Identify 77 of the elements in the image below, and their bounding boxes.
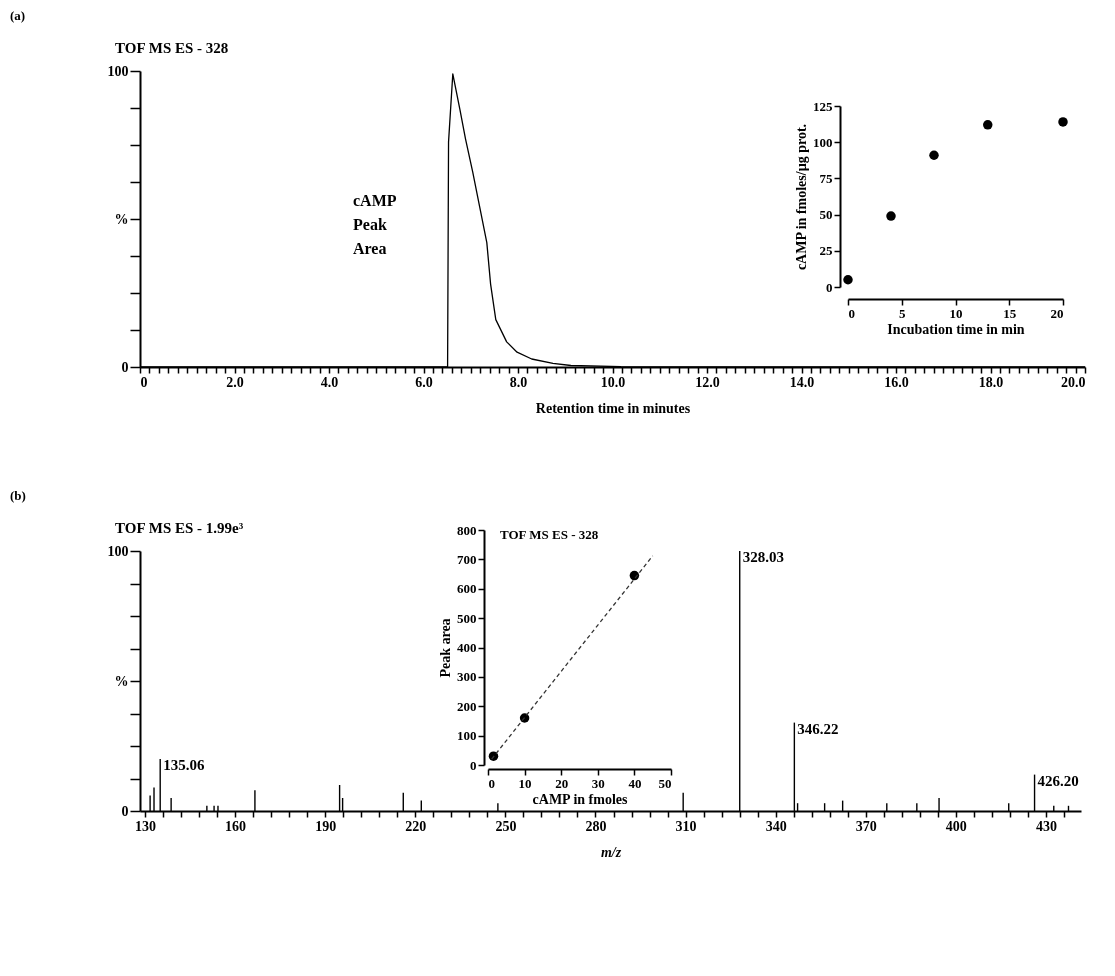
point (843, 275, 853, 285)
y-tick-label: 125 (813, 98, 833, 114)
x-tick-label: 0 (848, 305, 855, 321)
x-tick-label: 190 (315, 818, 337, 834)
x-tick-label: 18.0 (978, 374, 1004, 390)
x-axis-title: m/z (600, 844, 622, 860)
y-tick-label: 0 (826, 279, 833, 295)
y-tick-label: 700 (457, 551, 477, 567)
x-tick-label: 280 (585, 818, 607, 834)
point (929, 150, 939, 160)
x-tick-label: 14.0 (789, 374, 815, 390)
x-tick-label: 30 (591, 775, 605, 791)
x-tick-label: 340 (765, 818, 787, 834)
x-tick-label: 400 (945, 818, 967, 834)
x-tick-label: 10.0 (600, 374, 626, 390)
x-tick-label: 250 (495, 818, 517, 834)
x-tick-label: 310 (675, 818, 697, 834)
y-tick-label: 600 (457, 581, 477, 597)
text: (b) (10, 488, 26, 503)
annotation: 328.03 (742, 549, 784, 565)
annotation: 426.20 (1037, 772, 1079, 789)
x-tick-label: 8.0 (509, 374, 528, 390)
chart-title: TOF MS ES - 328 (500, 527, 599, 542)
y-tick-label: 100 (457, 728, 477, 744)
y-tick-label: 200 (457, 698, 477, 714)
y-tick-label: 100 (813, 134, 833, 150)
x-tick-label: 130 (135, 818, 156, 834)
x-tick-label: 50 (658, 775, 672, 791)
y-axis-title: cAMP in fmoles/µg prot. (794, 123, 809, 271)
text: (a) (10, 8, 26, 23)
x-tick-label: 40 (628, 775, 642, 791)
point (983, 120, 993, 130)
x-tick-label: 0 (140, 374, 148, 390)
point (1058, 117, 1068, 127)
x-tick-label: 16.0 (884, 374, 909, 390)
y-tick-label: 0 (470, 757, 477, 773)
y-tick-label: 75 (819, 170, 833, 186)
chart-title: TOF MS ES - 328 (115, 40, 229, 56)
y-tick-label: 100 (107, 543, 129, 559)
y-tick-label: % (114, 673, 129, 689)
x-axis-title: Incubation time in min (887, 321, 1025, 337)
x-tick-label: 370 (855, 818, 877, 834)
x-tick-label: 10 (949, 305, 963, 321)
x-axis-title: Retention time in minutes (535, 400, 691, 416)
x-tick-label: 15 (1003, 305, 1017, 321)
x-tick-label: 5 (899, 305, 906, 321)
chart-title: TOF MS ES - 1.99e³ (115, 520, 244, 536)
x-tick-label: 2.0 (226, 374, 244, 390)
y-tick-label: 100 (107, 63, 129, 79)
x-tick-label: 20.0 (1061, 374, 1086, 390)
point (519, 713, 530, 723)
x-axis-title: cAMP in fmoles (532, 791, 628, 807)
y-tick-label: % (114, 211, 129, 227)
y-axis-title: Peak area (438, 618, 453, 678)
x-tick-label: 12.0 (695, 374, 720, 390)
x-tick-label: 160 (225, 818, 247, 834)
x-tick-label: 20 (555, 775, 569, 791)
y-tick-label: 800 (457, 522, 477, 538)
x-tick-label: 10 (518, 775, 532, 791)
annotation: 135.06 (163, 757, 205, 773)
annotation: cAMP Peak Area (353, 192, 397, 257)
y-tick-label: 500 (457, 610, 477, 626)
y-tick-label: 0 (121, 803, 129, 819)
y-tick-label: 300 (457, 669, 477, 685)
y-tick-label: 50 (819, 207, 833, 223)
x-tick-label: 220 (405, 818, 427, 834)
x-tick-label: 0 (488, 775, 495, 791)
y-tick-label: 400 (457, 640, 477, 655)
annotation: 346.22 (797, 720, 839, 737)
y-tick-label: 25 (819, 243, 833, 259)
point (886, 211, 896, 221)
y-tick-label: 0 (121, 359, 129, 375)
x-tick-label: 4.0 (320, 374, 339, 390)
x-tick-label: 430 (1035, 818, 1057, 834)
x-tick-label: 6.0 (415, 374, 433, 390)
point (629, 570, 640, 581)
x-tick-label: 20 (1050, 305, 1064, 321)
